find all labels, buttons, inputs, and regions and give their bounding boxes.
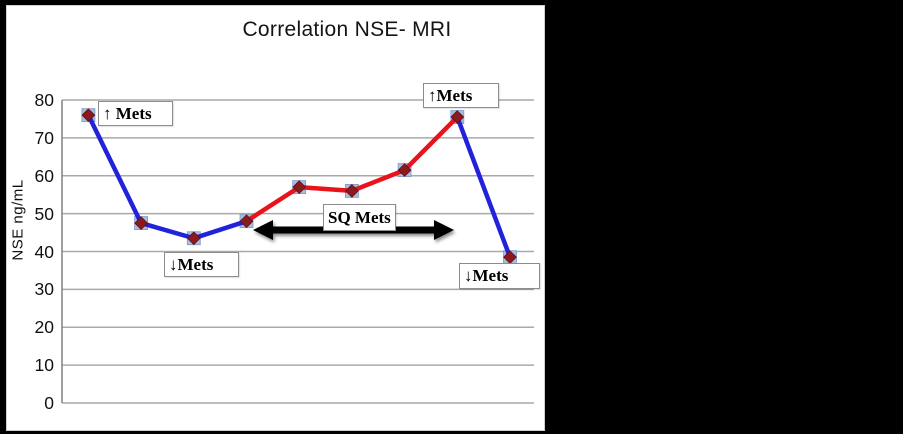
gridlines — [61, 99, 534, 404]
y-tick-label: 40 — [34, 241, 54, 262]
y-tick-label: 50 — [34, 203, 54, 224]
plot-area — [61, 99, 534, 404]
chart-panel: Correlation NSE- MRI NSE ng/mL 0 10 20 30 40… — [6, 5, 545, 431]
y-tick-label: 70 — [34, 127, 54, 148]
annotation-mets-down-left: ↓Mets — [164, 252, 239, 277]
annotation-mets-up-left: ↑ Mets — [98, 101, 173, 126]
chart-title: Correlation NSE- MRI — [242, 18, 452, 41]
annotation-sq-mets: SQ Mets — [323, 204, 396, 231]
annotation-mets-up-right: ↑Mets — [423, 83, 499, 108]
y-tick-label: 20 — [34, 317, 54, 338]
y-tick-label: 30 — [34, 279, 54, 300]
y-tick-label: 10 — [34, 355, 54, 376]
y-tick-label: 80 — [34, 90, 54, 110]
annotation-mets-down-right: ↓Mets — [459, 263, 540, 289]
y-tick-label: 60 — [34, 165, 54, 186]
y-tick-label: 0 — [44, 393, 54, 413]
data-series — [81, 108, 517, 265]
